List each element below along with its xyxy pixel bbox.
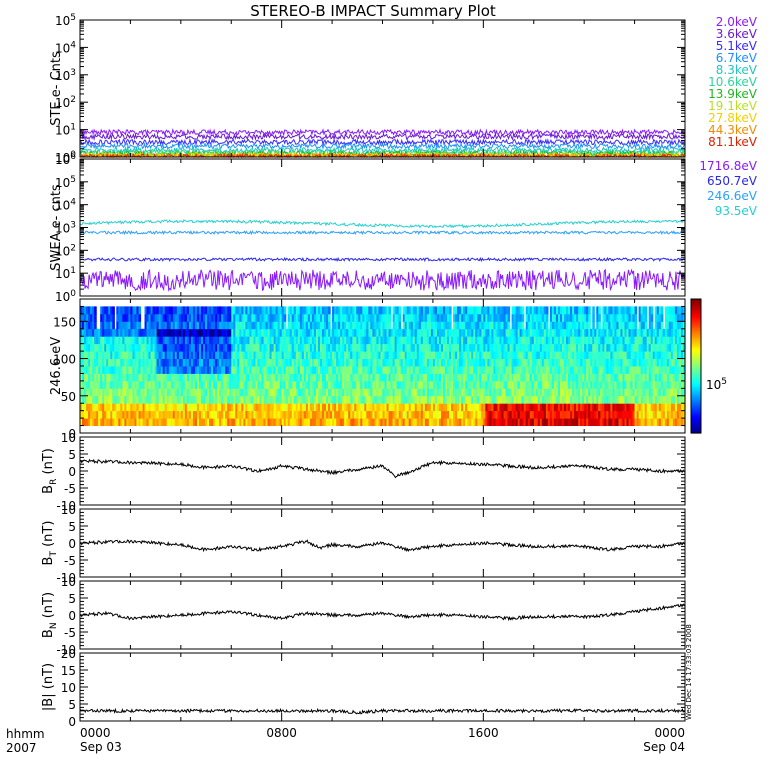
bmag-series <box>80 709 685 714</box>
pad-cell <box>508 306 511 314</box>
pad-cell <box>112 321 115 329</box>
pad-cell <box>399 314 402 322</box>
pad-cell <box>389 314 392 322</box>
pad-cell <box>328 306 331 314</box>
pad-cell <box>138 306 141 314</box>
pad-cell <box>588 321 591 329</box>
pad-cell <box>651 321 654 329</box>
pad-cell <box>284 314 287 322</box>
pad-cell <box>546 314 549 322</box>
br-series <box>80 460 685 478</box>
bt-series <box>80 540 685 551</box>
pad-cell <box>449 321 452 329</box>
pad-cell <box>138 321 141 329</box>
pad-cell <box>546 306 549 314</box>
pad-cell <box>645 314 648 322</box>
pad-cell <box>508 321 511 329</box>
pad-cell <box>661 321 664 329</box>
swea-series-0 <box>80 270 685 291</box>
pad-cell <box>598 314 601 322</box>
pad-cell <box>284 321 287 329</box>
pad-cell <box>598 321 601 329</box>
swea-series-1 <box>80 258 685 261</box>
pad-cell <box>112 314 115 322</box>
pad-cell <box>645 321 648 329</box>
pad-cell <box>328 321 331 329</box>
pad-cell <box>94 314 97 322</box>
pad-cell <box>138 314 141 322</box>
pad-cell <box>399 321 402 329</box>
pad-cell <box>328 314 331 322</box>
ste-series-1 <box>80 134 685 139</box>
pad-cell <box>598 306 601 314</box>
figure-title: STEREO-B IMPACT Summary Plot <box>250 2 496 20</box>
pad-cell <box>588 306 591 314</box>
pad-cell <box>284 306 287 314</box>
pad-cell <box>522 321 525 329</box>
pad-cell <box>449 314 452 322</box>
pad-cell <box>94 306 97 314</box>
pad-cell <box>635 314 638 322</box>
heatmap-layer <box>80 299 701 434</box>
pad-cell <box>588 314 591 322</box>
pad-cell <box>592 321 595 329</box>
pad-cell <box>389 306 392 314</box>
pad-cell <box>661 314 664 322</box>
pad-cell <box>508 314 511 322</box>
ste-series-0 <box>80 130 685 135</box>
pad-cell <box>651 314 654 322</box>
bn-series <box>80 604 685 619</box>
ste-series-3 <box>80 144 685 149</box>
pad-cell <box>661 306 664 314</box>
pad-cell <box>635 306 638 314</box>
pad-cell <box>546 321 549 329</box>
pad-cell <box>645 306 648 314</box>
swea-series-2 <box>80 231 685 234</box>
pad-cell <box>389 321 392 329</box>
pad-cell <box>651 306 654 314</box>
pad-cell <box>522 314 525 322</box>
pad-cell <box>399 306 402 314</box>
swea-series-3 <box>80 220 685 228</box>
pad-cell <box>522 306 525 314</box>
pad-cell <box>449 306 452 314</box>
pad-cell <box>592 306 595 314</box>
pad-cell <box>592 314 595 322</box>
pad-cell <box>635 321 638 329</box>
pad-cell <box>112 306 115 314</box>
pad-cell <box>94 321 97 329</box>
